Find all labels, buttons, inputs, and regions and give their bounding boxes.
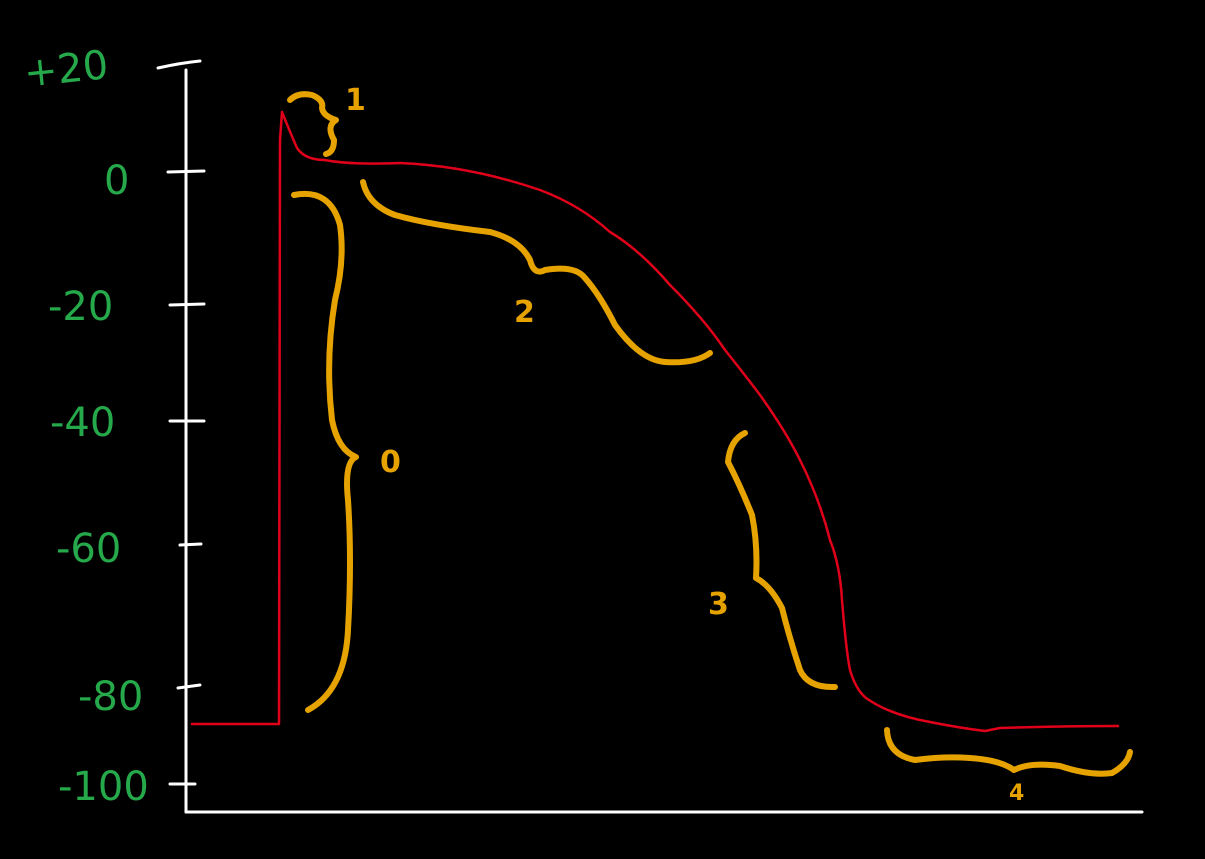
- tick-mark-minus20: [168, 302, 206, 307]
- tick-mark-minus60: [178, 542, 203, 547]
- brace-phase-4: [884, 727, 1133, 777]
- phase-labels: 1 0 2 3 4: [345, 83, 1024, 806]
- tick-mark-0: [166, 169, 206, 174]
- phase-label-3: 3: [708, 587, 729, 622]
- phase-label-1: 1: [345, 83, 366, 118]
- tick-mark-plus20: [156, 59, 202, 70]
- brace-phase-1: [287, 91, 339, 157]
- y-tick-label: 0: [104, 158, 129, 204]
- y-tick-label: -60: [56, 526, 121, 572]
- phase-braces: [287, 91, 1133, 777]
- phase-label-0: 0: [380, 445, 401, 480]
- phase-label-4: 4: [1009, 781, 1024, 806]
- tick-mark-minus80: [176, 683, 202, 690]
- y-tick-label: -40: [50, 400, 115, 446]
- y-tick-label: +20: [22, 42, 111, 97]
- brace-phase-0: [291, 190, 359, 713]
- y-tick-labels: +20 0 -20 -40 -60 -80 -100: [22, 42, 149, 810]
- y-tick-marks: [156, 59, 206, 786]
- phase-label-2: 2: [514, 295, 535, 330]
- y-tick-label: -20: [48, 284, 113, 330]
- y-tick-label: -80: [78, 674, 143, 720]
- action-potential-trace: [190, 110, 1120, 733]
- brace-phase-2: [360, 179, 713, 366]
- brace-phase-3: [725, 430, 838, 691]
- y-tick-label: -100: [58, 764, 149, 810]
- axes: [184, 68, 1144, 814]
